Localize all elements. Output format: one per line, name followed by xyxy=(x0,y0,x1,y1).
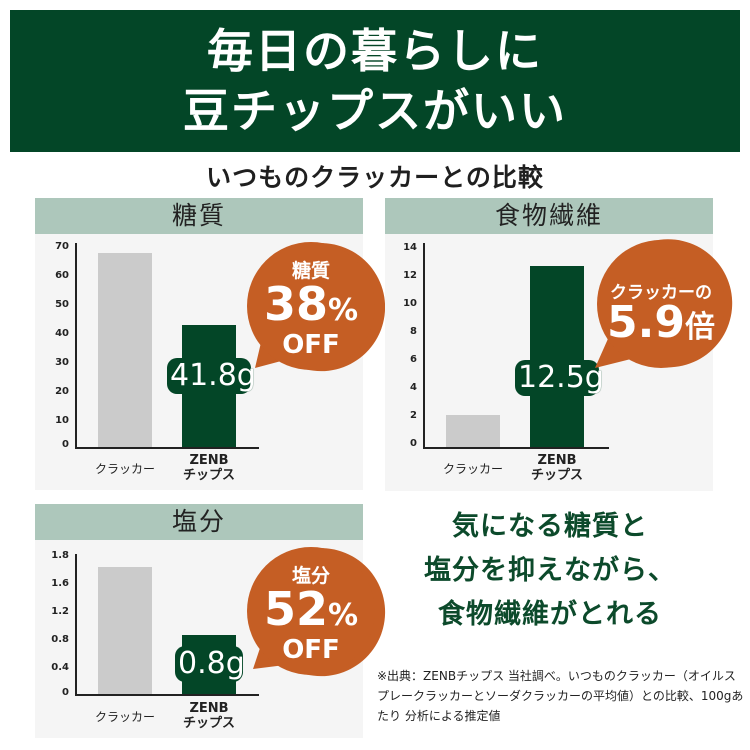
y-tick: 1.2 xyxy=(51,606,69,617)
comparison-subtitle: いつものクラッカーとの比較 xyxy=(206,163,544,192)
y-tick: 10 xyxy=(55,415,69,426)
y-tick: 2 xyxy=(410,410,417,421)
bubble-unit: 倍 xyxy=(684,310,715,345)
bubble-unit: % xyxy=(327,598,359,633)
x-label-cracker: クラッカー xyxy=(442,462,503,476)
value-label: 12.5g xyxy=(515,360,604,396)
x-label-zenb: ZENB xyxy=(189,701,229,716)
y-tick: 8 xyxy=(410,326,417,337)
x-label-chips: チップス xyxy=(182,716,235,731)
fiber-chart-title: 食物繊維 xyxy=(385,198,713,234)
y-tick: 12 xyxy=(403,270,417,281)
x-label-chips: チップス xyxy=(530,468,583,483)
bubble-figure: 52% xyxy=(247,585,375,640)
y-tick: 0 xyxy=(62,439,69,450)
bar-cracker xyxy=(98,253,152,447)
x-axis xyxy=(75,447,259,449)
sugar-callout-bubble: 糖質 38% OFF xyxy=(247,242,386,372)
bubble-number: 5.9 xyxy=(607,297,685,348)
y-tick: 10 xyxy=(403,298,417,309)
y-tick: 30 xyxy=(55,357,69,368)
bar-cracker xyxy=(446,415,500,447)
bubble-label: 塩分 xyxy=(291,565,330,587)
y-axis xyxy=(75,554,77,696)
y-tick: 0 xyxy=(410,438,417,449)
y-tick: 6 xyxy=(410,354,417,365)
bar-cracker xyxy=(98,567,152,694)
salt-chart-title: 塩分 xyxy=(35,504,363,540)
bubble-number: 38 xyxy=(263,277,328,331)
x-label-zenb: ZENB xyxy=(189,453,229,468)
bar-zenb-chips xyxy=(530,266,584,447)
title-banner: 毎日の暮らしに 豆チップスがいい xyxy=(10,10,740,152)
speech-bubble-shape xyxy=(247,547,386,677)
speech-bubble-shape xyxy=(595,239,733,368)
y-tick: 0.4 xyxy=(51,662,69,673)
y-tick: 4 xyxy=(410,382,417,393)
x-axis xyxy=(423,447,609,449)
y-axis xyxy=(423,243,425,449)
y-tick: 1.8 xyxy=(51,550,69,561)
y-tick: 14 xyxy=(403,242,417,253)
y-tick: 40 xyxy=(55,328,69,339)
headline-line-3-highlighted: 食物繊維がとれる xyxy=(432,593,668,637)
y-tick: 1.6 xyxy=(51,578,69,589)
salt-callout-bubble: 塩分 52% OFF xyxy=(247,547,386,677)
bubble-unit: % xyxy=(327,293,359,328)
x-label-cracker: クラッカー xyxy=(94,710,155,724)
fiber-callout-bubble: クラッカーの 5.9倍 xyxy=(595,239,733,368)
y-axis xyxy=(75,243,77,449)
value-label: 0.8g xyxy=(175,646,245,682)
x-axis xyxy=(75,694,259,696)
banner-title-line-1: 毎日の暮らしに xyxy=(207,24,543,78)
y-tick: 20 xyxy=(55,386,69,397)
headline-line-2: 塩分を抑えながら、 xyxy=(424,555,676,586)
y-tick: 50 xyxy=(55,299,69,310)
x-label-cracker: クラッカー xyxy=(94,462,155,476)
bubble-number: 52 xyxy=(263,582,328,636)
x-label-chips: チップス xyxy=(182,468,235,483)
y-tick: 70 xyxy=(55,241,69,252)
y-tick: 0.8 xyxy=(51,634,69,645)
bubble-figure: 5.9倍 xyxy=(597,300,725,351)
headline-line-1: 気になる糖質と xyxy=(452,511,648,542)
sugar-chart-title: 糖質 xyxy=(35,198,363,234)
banner-title-line-2: 豆チップスがいい xyxy=(183,84,567,138)
source-footnote: ※出典：ZENBチップス 当社調べ。いつものクラッカー（オイルスプレークラッカー… xyxy=(377,669,744,723)
bubble-label: クラッカーの xyxy=(610,283,712,303)
y-tick: 60 xyxy=(55,270,69,281)
speech-bubble-shape xyxy=(247,242,386,372)
y-tick: 0 xyxy=(62,687,69,698)
bubble-off: OFF xyxy=(282,635,340,665)
benefit-headline: 気になる糖質と 塩分を抑えながら、 食物繊維がとれる xyxy=(385,505,715,637)
bubble-off: OFF xyxy=(282,330,340,360)
bubble-figure: 38% xyxy=(247,280,375,335)
x-label-zenb: ZENB xyxy=(537,453,577,468)
bubble-label: 糖質 xyxy=(291,260,330,282)
value-label: 41.8g xyxy=(167,358,256,394)
